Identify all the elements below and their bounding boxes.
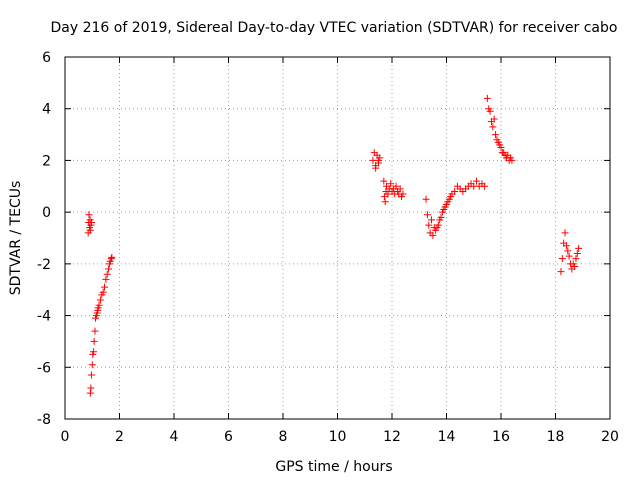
- data-point: [99, 288, 107, 296]
- data-point: [101, 283, 109, 291]
- data-point: [425, 221, 433, 229]
- data-point: [105, 265, 113, 273]
- x-tick-label: 8: [279, 429, 288, 445]
- data-point: [108, 253, 116, 261]
- data-point: [91, 327, 99, 335]
- data-point: [392, 182, 400, 190]
- data-point: [486, 107, 494, 115]
- data-point: [565, 252, 573, 260]
- data-point: [483, 94, 491, 102]
- y-tick-label: 0: [42, 205, 51, 221]
- data-point: [558, 255, 566, 263]
- x-tick-label: 2: [115, 429, 124, 445]
- x-tick-label: 16: [492, 429, 510, 445]
- y-axis-label: SDTVAR / TECUs: [8, 181, 24, 296]
- data-point: [95, 301, 103, 309]
- x-tick-label: 14: [438, 429, 456, 445]
- data-point: [86, 226, 94, 234]
- data-point: [497, 144, 505, 151]
- y-tick-label: 6: [42, 50, 51, 66]
- data-point: [85, 211, 93, 219]
- data-point: [575, 244, 583, 252]
- plot-frame: [64, 56, 611, 420]
- data-point: [88, 361, 96, 369]
- x-tick-label: 18: [547, 429, 565, 445]
- data-point: [87, 371, 95, 379]
- y-tick-label: 2: [42, 153, 51, 169]
- data-point: [380, 193, 388, 201]
- data-point: [380, 177, 388, 185]
- y-tick-label: -6: [37, 360, 51, 376]
- y-tick-label: -8: [37, 412, 51, 428]
- x-axis-label: GPS time / hours: [275, 459, 392, 475]
- y-tick-label: 4: [42, 102, 51, 118]
- data-point: [428, 216, 436, 224]
- y-tick-label: -4: [37, 309, 51, 325]
- data-point: [489, 123, 497, 131]
- data-point: [384, 190, 392, 198]
- data-point: [90, 337, 98, 345]
- data-point: [372, 162, 380, 170]
- data-point: [472, 177, 480, 185]
- data-point: [96, 296, 104, 304]
- data-point: [572, 255, 580, 263]
- data-point: [571, 262, 579, 270]
- data-point: [490, 115, 498, 123]
- data-point: [87, 218, 95, 226]
- data-point: [492, 131, 500, 139]
- data-point: [399, 190, 407, 198]
- data-point: [90, 348, 98, 356]
- data-point: [451, 187, 459, 195]
- data-point: [573, 250, 581, 258]
- data-point: [557, 268, 565, 276]
- grid: [65, 57, 610, 419]
- data-point: [86, 389, 94, 397]
- data-point: [381, 198, 389, 206]
- x-tick-label: 4: [170, 429, 179, 445]
- data-point: [107, 255, 115, 263]
- data-point: [423, 211, 431, 219]
- data-point: [87, 384, 95, 392]
- data-point: [429, 231, 437, 239]
- x-tick-label: 10: [329, 429, 347, 445]
- data-point: [387, 180, 395, 188]
- x-tick-label: 6: [224, 429, 233, 445]
- x-tick-label: 0: [61, 429, 70, 445]
- data-point: [437, 213, 445, 221]
- data-point: [561, 229, 569, 237]
- data-point: [374, 156, 382, 164]
- data-point: [422, 195, 430, 203]
- data-point: [102, 275, 110, 283]
- data-series-cabo: [84, 94, 583, 397]
- chart-title: Day 216 of 2019, Sidereal Day-to-day VTE…: [51, 20, 618, 36]
- data-point: [103, 270, 111, 278]
- data-point: [564, 247, 572, 255]
- data-point: [481, 182, 489, 190]
- y-tick-label: -2: [37, 257, 51, 273]
- x-tick-label: 20: [601, 429, 619, 445]
- x-tick-label: 12: [383, 429, 401, 445]
- data-point: [396, 185, 404, 193]
- data-point: [434, 221, 442, 229]
- data-point: [562, 242, 570, 250]
- data-point: [508, 156, 516, 164]
- tick-labels: 0 2 4 6 8 10 12 14 16 18 20 -8 -6 -4 -2 0 2 4 6: [37, 50, 619, 445]
